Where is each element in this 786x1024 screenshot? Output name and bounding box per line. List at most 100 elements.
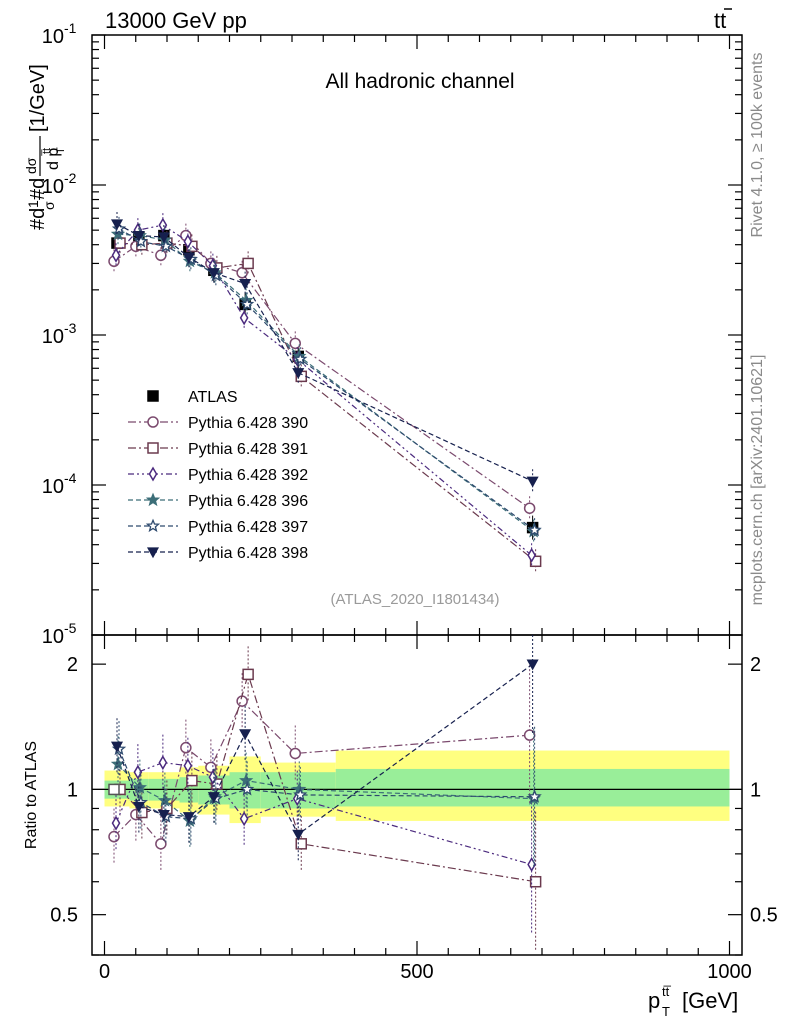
data-point xyxy=(529,555,542,568)
svg-text:T: T xyxy=(55,147,67,154)
y-tick-label: 10 xyxy=(42,626,64,648)
ratio-point xyxy=(132,780,147,794)
data-point xyxy=(289,337,301,350)
svg-text:dσ: dσ xyxy=(23,157,39,174)
svg-text:[GeV]: [GeV] xyxy=(682,988,738,1013)
svg-text:#d: #d xyxy=(27,178,49,200)
data-point xyxy=(182,252,195,264)
svg-text:#d: #d xyxy=(27,208,49,230)
svg-text:tt: tt xyxy=(714,8,726,33)
x-tick-labels: 0 500 1000 xyxy=(99,961,752,983)
y-tick-label: 10 xyxy=(42,26,64,48)
legend-label: Pythia 6.428 390 xyxy=(188,415,308,432)
ratio-point xyxy=(240,781,255,796)
series-line xyxy=(119,242,536,562)
data-point xyxy=(114,237,126,249)
x-tick-label: 1000 xyxy=(707,961,752,983)
process-label: tt xyxy=(714,8,732,33)
x-tick-label: 0 xyxy=(99,961,110,983)
ratio-series xyxy=(108,635,542,952)
ratio-series-pythia-6.428-391 xyxy=(114,646,542,952)
main-y-tick-labels: 10-110-210-310-410-5 xyxy=(42,20,77,648)
data-point xyxy=(157,232,170,244)
legend-marker xyxy=(146,547,160,559)
ratio-uncertainty-bands xyxy=(92,750,742,824)
ratio-point xyxy=(182,812,195,823)
y-axis-label-main: #d 1 σ #d dσ d p T t̅t [1/GeV] xyxy=(23,64,67,230)
ratio-line xyxy=(113,700,530,846)
ratio-point xyxy=(293,787,308,802)
main-axis-ticks xyxy=(92,34,742,955)
series-line xyxy=(113,234,530,509)
ratio-line xyxy=(115,761,532,866)
ratio-point xyxy=(180,741,192,754)
ratio-atlas-point xyxy=(108,783,120,796)
legend-item: ATLAS xyxy=(147,389,238,406)
x-axis-label: p T tt̅ [GeV] xyxy=(648,984,738,1019)
data-point xyxy=(292,368,305,380)
data-point xyxy=(527,522,542,537)
y-tick-exponent: -5 xyxy=(64,620,77,636)
series-line xyxy=(118,228,535,531)
data-point xyxy=(527,547,536,563)
ratio-tick-label: 1 xyxy=(67,779,78,801)
ratio-point xyxy=(157,792,172,807)
ratio-line xyxy=(116,663,533,836)
data-point xyxy=(155,249,167,262)
svg-text:σ: σ xyxy=(41,201,57,210)
y-tick-label: 10 xyxy=(42,176,64,198)
ratio-tick-label: 0.5 xyxy=(50,905,78,927)
data-point xyxy=(111,247,121,263)
legend-item: Pythia 6.428 398 xyxy=(128,545,308,562)
x-tick-label: 500 xyxy=(400,961,433,983)
ratio-point xyxy=(205,761,217,774)
series-line xyxy=(116,223,533,482)
legend-item: Pythia 6.428 391 xyxy=(128,441,308,458)
series-pythia-6.428-390 xyxy=(108,223,536,521)
series-pythia-6.428-397 xyxy=(111,216,542,543)
y-tick-label: 10 xyxy=(42,476,64,498)
legend-item: Pythia 6.428 392 xyxy=(128,466,308,484)
legend-marker xyxy=(147,442,159,454)
ratio-point xyxy=(155,838,167,850)
ratio-point xyxy=(157,809,170,821)
ratio-point xyxy=(132,801,145,813)
legend-item: Pythia 6.428 390 xyxy=(128,415,308,432)
data-point xyxy=(239,310,249,326)
ratio-series-pythia-6.428-398 xyxy=(110,635,539,863)
svg-text:p: p xyxy=(648,988,660,1013)
y-tick-exponent: -1 xyxy=(64,20,77,36)
data-point xyxy=(132,230,145,242)
mcplots-credit: mcplots.cern.ch [arXiv:2401.10621] xyxy=(749,355,766,606)
ratio-point xyxy=(110,756,126,771)
y-axis-label-ratio: Ratio to ATLAS xyxy=(23,741,40,849)
ratio-point xyxy=(158,755,168,771)
energy-label: 13000 GeV pp xyxy=(105,8,247,33)
svg-text:tt̅: tt̅ xyxy=(662,984,671,999)
ratio-point xyxy=(183,758,193,774)
legend-label: Pythia 6.428 397 xyxy=(188,519,308,536)
data-point xyxy=(242,257,254,270)
ratio-line xyxy=(118,748,535,820)
ratio-point xyxy=(529,875,542,888)
legend-item: Pythia 6.428 397 xyxy=(128,518,308,536)
data-point xyxy=(110,219,124,231)
data-point xyxy=(240,296,255,311)
legend-item: Pythia 6.428 396 xyxy=(128,492,308,510)
ratio-point xyxy=(207,792,220,804)
legend-label: Pythia 6.428 391 xyxy=(188,441,308,458)
svg-text:T: T xyxy=(662,1004,670,1019)
ratio-point xyxy=(526,659,539,671)
ratio-point xyxy=(527,857,536,872)
ratio-tick-label: 2 xyxy=(67,654,78,676)
data-point xyxy=(111,221,127,235)
data-point xyxy=(158,238,173,253)
legend-marker xyxy=(147,390,159,402)
series-line xyxy=(117,233,534,532)
analysis-id: (ATLAS_2020_I1801434) xyxy=(330,591,499,608)
ratio-point xyxy=(295,838,307,850)
legend-label: Pythia 6.428 398 xyxy=(188,545,308,562)
channel-annotation: All hadronic channel xyxy=(325,70,514,93)
svg-text:t̅t: t̅t xyxy=(41,148,53,157)
data-point xyxy=(133,234,148,248)
